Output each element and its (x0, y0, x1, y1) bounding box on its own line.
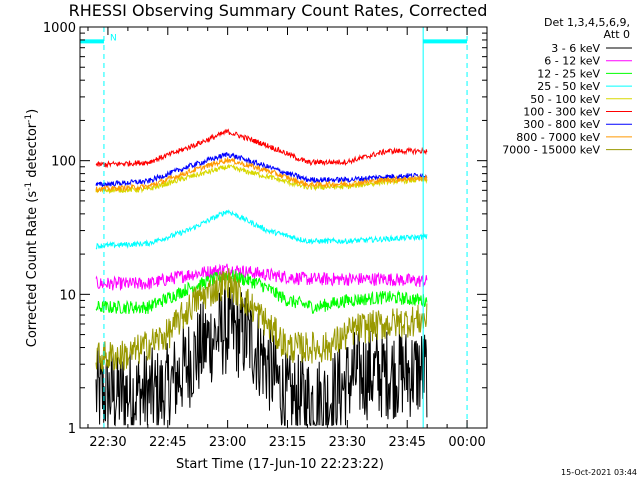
y-tick-label-3: 1000 (43, 21, 76, 36)
series-line-5 (95, 164, 428, 195)
x-axis-label: Start Time (17-Jun-10 22:23:22) (176, 457, 384, 472)
x-tick-label-3: 23:15 (269, 435, 306, 450)
y-axis-label-sup1: -1 (24, 182, 34, 191)
legend-label-9: 7000 - 15000 keV (502, 144, 600, 157)
legend-label-1: 3 - 6 keV (551, 42, 600, 55)
legend-label-7: 300 - 800 keV (523, 118, 600, 131)
legend-label-5: 50 - 100 keV (530, 93, 600, 106)
y-tick-label-2: 100 (51, 155, 76, 170)
y-axis-label: Corrected Count Rate (s-1 detector-1) (24, 109, 40, 347)
legend-header-line2: Att 0 (604, 28, 630, 41)
legend-label-3: 12 - 25 keV (537, 67, 600, 80)
y-axis-label-part1: Corrected Count Rate (s (25, 191, 40, 348)
chart-title: RHESSI Observing Summary Count Rates, Co… (69, 1, 488, 20)
timestamp: 15-Oct-2021 03:44 (561, 468, 637, 477)
y-axis-label-sup2: -1 (24, 114, 34, 123)
legend-label-4: 25 - 50 keV (537, 80, 600, 93)
series-line-3 (95, 270, 428, 314)
x-tick-label-1: 22:45 (149, 435, 186, 450)
x-tick-label-2: 23:00 (209, 435, 246, 450)
series-line-1 (95, 284, 428, 427)
axes (79, 26, 488, 429)
legend-label-6: 100 - 300 keV (523, 106, 600, 119)
legend-label-2: 6 - 12 keV (544, 55, 600, 68)
x-tick-label-4: 23:30 (329, 435, 366, 450)
x-tick-label-5: 23:45 (388, 435, 425, 450)
y-tick-label-1: 10 (59, 288, 76, 303)
series-line-2 (95, 263, 428, 291)
legend-label-8: 800 - 7000 keV (516, 131, 600, 144)
series-line-7 (95, 151, 428, 188)
x-tick-label-0: 22:30 (89, 435, 126, 450)
series-line-4 (95, 209, 428, 250)
x-tick-label-6: 00:00 (448, 435, 485, 450)
y-axis-label-part2: detector (25, 122, 40, 182)
plot-area: N (79, 27, 468, 428)
series-line-6 (95, 128, 428, 169)
x-axis-ticks: 22:30 22:45 23:00 23:15 23:30 23:45 00:00 (87, 27, 488, 450)
series-line-9 (95, 268, 428, 372)
y-axis-label-part3: ) (25, 109, 40, 114)
night-annotation: N (110, 34, 117, 44)
legend-header-line1: Det 1,3,4,5,6,9, (544, 16, 630, 29)
plot-frame (79, 26, 488, 429)
y-tick-label-0: 1 (68, 422, 76, 437)
series-line-8 (95, 156, 428, 193)
y-axis-ticks: 1 10 100 1000 (43, 21, 487, 437)
